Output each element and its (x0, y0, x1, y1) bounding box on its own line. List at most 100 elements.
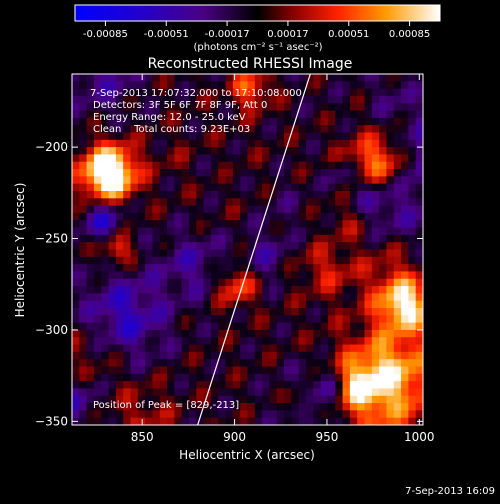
heatmap-pixel (357, 366, 366, 375)
heatmap-pixel (408, 271, 417, 280)
heatmap-pixel (284, 205, 292, 214)
heatmap-pixel (408, 147, 417, 156)
heatmap-pixel (408, 388, 417, 397)
heatmap-pixel (167, 74, 175, 82)
heatmap-pixel (320, 351, 329, 360)
heatmap-pixel (93, 271, 102, 280)
heatmap-pixel (262, 388, 271, 397)
heatmap-pixel (269, 125, 278, 134)
heatmap-pixel (364, 286, 373, 294)
heatmap-pixel (232, 81, 241, 90)
heatmap-pixel (115, 169, 124, 177)
heatmap-pixel (386, 205, 395, 214)
heatmap-pixel (342, 315, 351, 324)
heatmap-pixel (240, 95, 249, 104)
heatmap-pixel (291, 308, 300, 316)
heatmap-pixel (167, 366, 175, 375)
heatmap-pixel (210, 147, 219, 156)
heatmap-pixel (306, 132, 314, 141)
heatmap-pixel (210, 88, 219, 97)
heatmap-pixel (364, 403, 373, 411)
heatmap-pixel (284, 191, 292, 199)
heatmap-pixel (210, 417, 219, 425)
heatmap-pixel (86, 395, 95, 404)
heatmap-pixel (284, 373, 292, 382)
heatmap-pixel (306, 322, 314, 331)
heatmap-pixel (174, 81, 183, 90)
heatmap-pixel (247, 373, 256, 382)
heatmap-pixel (327, 256, 336, 265)
heatmap-pixel (371, 191, 380, 199)
heatmap-pixel (225, 191, 234, 199)
heatmap-pixel (306, 212, 314, 221)
heatmap-pixel (79, 286, 88, 294)
heatmap-pixel (101, 110, 110, 119)
heatmap-pixel (386, 286, 395, 294)
heatmap-pixel (254, 351, 263, 360)
heatmap-pixel (181, 308, 190, 316)
heatmap-pixel (415, 183, 423, 192)
y-axis-label: Heliocentric Y (arcsec) (13, 183, 27, 318)
heatmap-pixel (130, 74, 139, 82)
heatmap-pixel (327, 74, 336, 82)
heatmap-pixel (181, 381, 190, 390)
heatmap-pixel (225, 286, 234, 294)
heatmap-pixel (210, 183, 219, 192)
heatmap-pixel (327, 293, 336, 302)
heatmap-pixel (189, 403, 197, 411)
heatmap-pixel (225, 256, 234, 265)
heatmap-pixel (401, 417, 409, 425)
heatmap-pixel (174, 381, 183, 390)
heatmap-pixel (262, 264, 271, 273)
heatmap-pixel (72, 103, 80, 112)
heatmap-pixel (298, 154, 307, 163)
heatmap-pixel (240, 234, 249, 243)
heatmap-pixel (254, 395, 263, 404)
heatmap-pixel (86, 351, 95, 360)
heatmap-pixel (152, 329, 161, 338)
heatmap-pixel (123, 351, 132, 360)
heatmap-pixel (379, 373, 388, 382)
heatmap-pixel (313, 191, 322, 199)
heatmap-pixel (196, 191, 205, 199)
colorbar-tick-label: -0.00017 (205, 29, 250, 40)
heatmap-pixel (335, 147, 344, 156)
heatmap-pixel (196, 125, 205, 134)
heatmap-pixel (93, 359, 102, 368)
heatmap-pixel (379, 103, 388, 112)
heatmap-pixel (298, 88, 307, 97)
heatmap-pixel (262, 373, 271, 382)
heatmap-pixel (269, 81, 278, 90)
heatmap-pixel (349, 212, 358, 221)
heatmap-pixel (364, 220, 373, 229)
heatmap-pixel (306, 95, 314, 104)
heatmap-pixel (115, 315, 124, 324)
heatmap-pixel (145, 271, 154, 280)
heatmap-pixel (174, 147, 183, 156)
heatmap-pixel (232, 286, 241, 294)
heatmap-pixel (101, 227, 110, 236)
heatmap-pixel (210, 337, 219, 346)
heatmap-pixel (364, 410, 373, 419)
heatmap-pixel (130, 308, 139, 316)
heatmap-pixel (152, 125, 161, 134)
heatmap-pixel (371, 264, 380, 273)
heatmap-pixel (159, 198, 168, 207)
heatmap-pixel (203, 366, 212, 375)
heatmap-pixel (415, 110, 423, 119)
heatmap-pixel (86, 242, 95, 251)
heatmap-pixel (123, 132, 132, 141)
heatmap-pixel (276, 176, 285, 185)
heatmap-pixel (93, 191, 102, 199)
heatmap-pixel (79, 300, 88, 309)
heatmap-pixel (72, 403, 80, 411)
heatmap-pixel (408, 278, 417, 287)
heatmap-pixel (357, 249, 366, 258)
heatmap-pixel (181, 234, 190, 243)
heatmap-pixel (313, 176, 322, 185)
heatmap-pixel (130, 81, 139, 90)
heatmap-pixel (86, 74, 95, 82)
heatmap-pixel (181, 337, 190, 346)
heatmap-pixel (86, 264, 95, 273)
heatmap-pixel (247, 300, 256, 309)
